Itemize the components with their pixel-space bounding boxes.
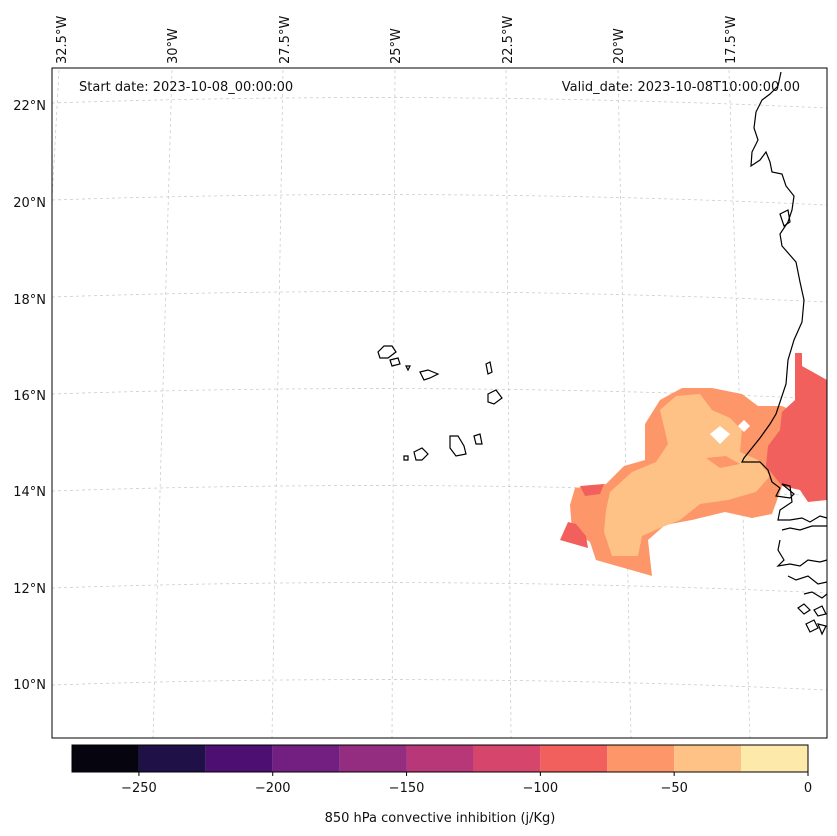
- colorbar: −250 −200 −150 −100 −50 0: [71, 744, 812, 796]
- parallel-14n: [51, 485, 828, 497]
- cin-hole-1: [710, 426, 730, 444]
- colorbar-swatch: [473, 745, 541, 772]
- lat-label-10n: 10°N: [13, 678, 46, 693]
- colorbar-tick-label: −150: [389, 781, 425, 796]
- senegal-gambia-coast: [781, 525, 827, 531]
- colorbar-frame: [71, 744, 809, 773]
- colorbar-tick-label: −50: [660, 781, 687, 796]
- colorbar-swatch: [205, 745, 273, 772]
- lon-label-25w: 25°W: [389, 28, 404, 64]
- meridian-32-5w: [51, 69, 60, 201]
- lat-label-12n: 12°N: [13, 582, 46, 597]
- lat-label-22n: 22°N: [13, 99, 46, 114]
- lon-label-22-5w: 22.5°W: [501, 16, 516, 64]
- bissagos-islands: [797, 603, 827, 636]
- valid-date-annotation: Valid_date: 2023-10-08T10:00:00.00: [562, 80, 800, 95]
- lon-label-32-5w: 32.5°W: [55, 16, 70, 64]
- colorbar-swatch: [674, 745, 742, 772]
- colorbar-swatch: [72, 745, 139, 772]
- start-date-annotation: Start date: 2023-10-08_00:00:00: [79, 80, 293, 95]
- africa-coastline: [741, 71, 828, 523]
- lat-label-20n: 20°N: [13, 196, 46, 211]
- parallel-10n: [51, 679, 828, 691]
- colorbar-swatch: [339, 745, 407, 772]
- parallel-16n: [51, 388, 828, 400]
- colorbar-tick-label: −200: [255, 781, 291, 796]
- colorbar-swatch: [138, 745, 206, 772]
- colorbar-tick-label: −100: [523, 781, 559, 796]
- lat-label-16n: 16°N: [13, 389, 46, 404]
- fogo-island: [413, 447, 429, 461]
- latitude-labels: 22°N 20°N 18°N 16°N 14°N 12°N 10°N: [13, 99, 46, 693]
- sal-island: [485, 361, 493, 375]
- lon-label-30w: 30°W: [166, 28, 181, 64]
- cin-band-100-75-west: [560, 522, 588, 548]
- lat-label-18n: 18°N: [13, 293, 46, 308]
- santiago-island: [449, 435, 467, 457]
- lon-label-20w: 20°W: [612, 28, 627, 64]
- colorbar-swatch: [540, 745, 608, 772]
- colorbar-label: 850 hPa convective inhibition (j/Kg): [325, 811, 556, 826]
- parallel-20n: [51, 194, 828, 206]
- guinea-coast: [787, 575, 828, 599]
- longitude-labels: 32.5°W 30°W 27.5°W 25°W 22.5°W 20°W 17.5…: [55, 16, 739, 64]
- parallel-22n: [51, 97, 828, 109]
- sao-nicolau-island: [419, 369, 440, 381]
- santa-luzia-island: [405, 365, 411, 372]
- brava-island: [403, 455, 409, 461]
- sao-vicente-island: [389, 357, 401, 367]
- parallel-18n: [51, 291, 828, 303]
- santo-antao-island: [377, 345, 397, 359]
- parallel-12n: [51, 582, 828, 594]
- bay-inlet: [779, 209, 791, 227]
- guinea-bissau-coast: [776, 539, 828, 567]
- lon-label-17-5w: 17.5°W: [724, 16, 739, 64]
- map-frame: [51, 67, 828, 739]
- colorbar-swatch: [406, 745, 474, 772]
- coastlines: [377, 71, 828, 636]
- cin-band-100-75-north: [580, 484, 604, 496]
- cin-field: [560, 353, 827, 576]
- lat-label-14n: 14°N: [13, 485, 46, 500]
- colorbar-tick-label: −250: [121, 781, 157, 796]
- gridlines: [51, 69, 828, 739]
- colorbar-swatch: [741, 745, 808, 772]
- maio-island: [473, 433, 483, 445]
- colorbar-swatch: [272, 745, 340, 772]
- boa-vista-island: [487, 389, 503, 405]
- cin-hole-2: [738, 420, 750, 432]
- cin-band-100-75-patch: [778, 448, 812, 478]
- lon-label-27-5w: 27.5°W: [278, 16, 293, 64]
- cin-band-75-50-patch: [706, 456, 740, 468]
- colorbar-swatch: [607, 745, 675, 772]
- colorbar-tick-label: 0: [804, 781, 812, 796]
